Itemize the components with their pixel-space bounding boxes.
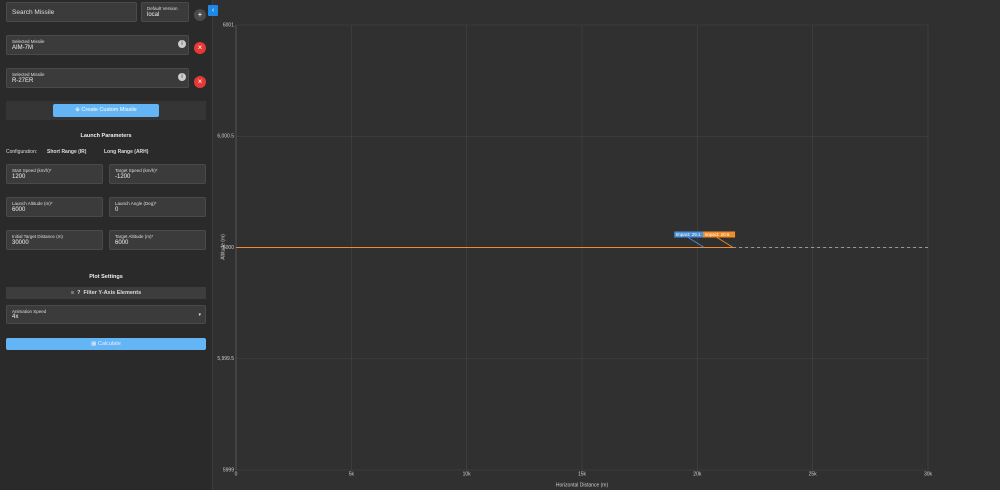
- field-value: AIM-7M: [12, 45, 33, 51]
- field-value: 6000: [12, 207, 26, 213]
- x-tick-label: 0: [235, 471, 238, 477]
- y-axis-title: Altitude (m): [220, 234, 226, 260]
- field-value: 6000: [115, 240, 129, 246]
- field-label: Launch Altitude (m)*: [12, 201, 53, 206]
- y-tick-label: 6000: [223, 245, 234, 251]
- button-text: Filter Y-Axis Elements: [83, 290, 142, 296]
- config-label: Configuration:: [6, 149, 38, 155]
- collapse-button[interactable]: ‹: [208, 5, 218, 16]
- search-input[interactable]: Search Missile: [6, 2, 137, 22]
- selected-missile[interactable]: Selected Missile AIM-7M i: [6, 35, 189, 55]
- x-tick-label: 30k: [924, 471, 933, 477]
- annotation-arrow: [688, 237, 705, 248]
- field-value: -1200: [115, 174, 131, 180]
- field-label: Launch Angle (Deg)*: [115, 201, 157, 206]
- field-value: 4x: [12, 314, 19, 320]
- field-label: Selected Missile: [12, 72, 45, 77]
- config-option[interactable]: Short Range (IR): [47, 149, 87, 155]
- info-icon[interactable]: i: [178, 40, 186, 48]
- annotation-arrow: [716, 237, 734, 248]
- version-select[interactable]: Default Version local: [141, 2, 189, 22]
- calculate-button[interactable]: ▦ Calculate: [6, 338, 206, 350]
- selected-missile[interactable]: Selected Missile R-27ER i: [6, 68, 189, 88]
- x-tick-label: 10k: [463, 471, 472, 477]
- section-title: Launch Parameters: [80, 133, 132, 139]
- annotation-text: Impact: 29.1: [676, 232, 701, 237]
- field-value: 30000: [12, 240, 29, 246]
- version-value: local: [147, 12, 160, 18]
- filter-button[interactable]: ≡ ? Filter Y-Axis Elements: [6, 287, 206, 299]
- x-tick-label: 25k: [809, 471, 818, 477]
- y-tick-label: 6,000.5: [217, 134, 234, 140]
- field-label: Initial Target Distance (m): [12, 234, 63, 239]
- field-label: Animation Speed: [12, 309, 47, 314]
- y-tick-label: 6001: [223, 22, 234, 28]
- field-label: Target Altitude (m)*: [115, 234, 154, 239]
- create-button[interactable]: ⊕ Create Custom Missile: [53, 104, 159, 117]
- field-label: Target Speed (km/h)*: [115, 168, 158, 173]
- animation-select[interactable]: Animation Speed 4x ▾: [6, 305, 206, 324]
- button-text: Create Custom Missile: [81, 107, 137, 113]
- section-title: Plot Settings: [89, 274, 123, 280]
- x-axis-title: Horizontal Distance (m): [556, 482, 609, 488]
- annotation-text: Impact: 20.5: [705, 232, 730, 237]
- remove-button[interactable]: ×: [194, 42, 206, 54]
- x-tick-label: 20k: [693, 471, 702, 477]
- y-tick-label: 5,999.5: [217, 356, 234, 362]
- info-icon[interactable]: i: [178, 73, 186, 81]
- sidebar: Search Missile Default Version local + ‹ …: [0, 0, 218, 490]
- annotation-box: [703, 231, 736, 238]
- field-value: 0: [115, 207, 119, 213]
- x-tick-label: 5k: [349, 471, 355, 477]
- field-value: 1200: [12, 174, 26, 180]
- input-field[interactable]: Target Altitude (m)* 6000: [109, 230, 206, 250]
- remove-button[interactable]: ×: [194, 76, 206, 88]
- y-tick-label: 5999: [223, 467, 234, 473]
- field-label: Start Speed (km/h)*: [12, 168, 52, 173]
- field-value: R-27ER: [12, 78, 34, 84]
- add-button[interactable]: +: [194, 9, 206, 21]
- chart: Horizontal Distance (m) Altitude (m) 599…: [217, 22, 933, 488]
- search-placeholder: Search Missile: [12, 9, 55, 16]
- panel: ⊕ Create Custom Missile: [6, 101, 206, 120]
- config-option[interactable]: Long Range (ARH): [104, 149, 149, 155]
- input-field[interactable]: Target Speed (km/h)* -1200: [109, 164, 206, 184]
- input-field[interactable]: Initial Target Distance (m) 30000: [6, 230, 103, 250]
- x-tick-label: 15k: [578, 471, 587, 477]
- input-field[interactable]: Launch Altitude (m)* 6000: [6, 197, 103, 217]
- button-text: Calculate: [97, 341, 121, 347]
- input-field[interactable]: Launch Angle (Deg)* 0: [109, 197, 206, 217]
- field-label: Selected Missile: [12, 39, 45, 44]
- annotation-box: [674, 231, 707, 238]
- version-label: Default Version: [147, 6, 178, 11]
- input-field[interactable]: Start Speed (km/h)* 1200: [6, 164, 103, 184]
